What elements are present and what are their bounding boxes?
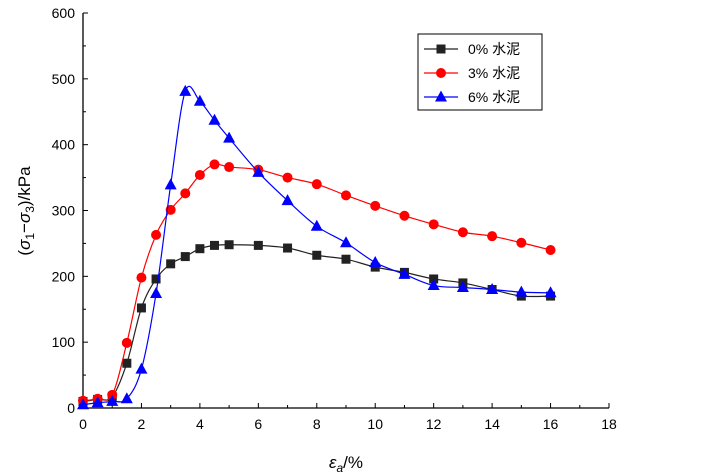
data-point (150, 286, 163, 298)
legend-marker (436, 44, 446, 54)
legend-item: 3% 水泥 (424, 65, 520, 81)
data-point (544, 286, 557, 298)
data-point (209, 159, 220, 170)
data-point (194, 169, 205, 180)
data-point (311, 179, 322, 190)
x-tick-label: 2 (138, 416, 146, 432)
data-point (151, 229, 162, 240)
data-point (283, 243, 293, 253)
series-line (82, 163, 551, 402)
data-point (281, 194, 294, 206)
data-point (399, 210, 410, 221)
x-tick-label: 0 (79, 416, 87, 432)
y-tick-label: 0 (67, 400, 75, 416)
series-0 (78, 240, 556, 406)
data-point (545, 245, 556, 255)
data-point (427, 279, 440, 291)
x-tick-label: 4 (196, 416, 204, 432)
data-point (340, 236, 352, 248)
data-point (166, 259, 176, 269)
data-point (456, 281, 469, 293)
data-point (193, 94, 206, 106)
y-tick-label: 600 (52, 5, 76, 21)
axis-ticks: 0 2 4 6 8 10 12 14 16 18 0 100 200 300 400 500 600 (52, 5, 617, 432)
legend-item: 6% 水泥 (424, 89, 520, 105)
x-tick-label: 6 (254, 416, 262, 432)
data-point (180, 188, 191, 199)
data-point (106, 394, 119, 406)
x-tick-label: 18 (601, 416, 617, 432)
x-tick-label: 16 (543, 416, 559, 432)
data-point (120, 392, 133, 404)
data-point (370, 262, 380, 272)
y-tick-label: 400 (52, 137, 76, 153)
data-point (370, 200, 381, 211)
legend-marker (436, 68, 446, 78)
data-point (195, 244, 205, 254)
data-point (121, 337, 132, 348)
y-tick-label: 500 (52, 71, 76, 87)
y-tick-label: 100 (52, 334, 76, 350)
data-point (312, 250, 322, 260)
data-point (77, 398, 89, 410)
data-point (136, 303, 146, 313)
data-point (487, 231, 498, 242)
series-layer (77, 84, 557, 410)
data-point (122, 358, 132, 368)
y-axis-title: (σ1−σ3)/kPa (15, 166, 37, 256)
y-tick-label: 300 (52, 203, 76, 219)
data-point (428, 219, 439, 230)
data-point (107, 389, 118, 400)
data-point (151, 274, 161, 284)
data-point (398, 267, 411, 279)
data-point (223, 131, 236, 143)
x-tick-label: 10 (367, 416, 383, 432)
data-point (341, 190, 351, 201)
legend-item: 0% 水泥 (424, 41, 520, 57)
data-point (457, 227, 468, 238)
legend-marker (435, 90, 447, 102)
legend: 0% 水泥 3% 水泥 6% 水泥 (417, 33, 543, 111)
data-point (224, 162, 235, 173)
data-point (210, 240, 219, 250)
data-point (310, 219, 323, 231)
x-tick-label: 8 (313, 416, 321, 432)
data-point (253, 240, 263, 250)
series-line (82, 85, 551, 406)
data-point (224, 240, 234, 250)
data-point (136, 272, 147, 283)
data-point (429, 274, 439, 284)
legend-label: 3% 水泥 (468, 65, 520, 81)
data-point (282, 172, 293, 183)
x-tick-label: 12 (426, 416, 442, 432)
data-point (179, 84, 192, 96)
data-point (486, 283, 499, 294)
y-tick-label: 200 (52, 268, 76, 284)
legend-label: 6% 水泥 (468, 89, 520, 105)
data-point (369, 256, 382, 268)
series-2 (77, 84, 557, 410)
data-point (208, 113, 221, 125)
data-point (252, 165, 265, 177)
data-point (91, 396, 104, 408)
data-point (135, 362, 148, 374)
x-tick-label: 14 (484, 416, 500, 432)
data-point (516, 237, 527, 248)
data-point (515, 285, 528, 297)
data-point (180, 252, 190, 262)
series-1 (78, 159, 556, 406)
x-axis-title: εa/% (329, 453, 363, 475)
data-point (164, 178, 177, 190)
legend-label: 0% 水泥 (468, 41, 520, 57)
series-line (82, 244, 551, 403)
data-point (341, 254, 351, 264)
